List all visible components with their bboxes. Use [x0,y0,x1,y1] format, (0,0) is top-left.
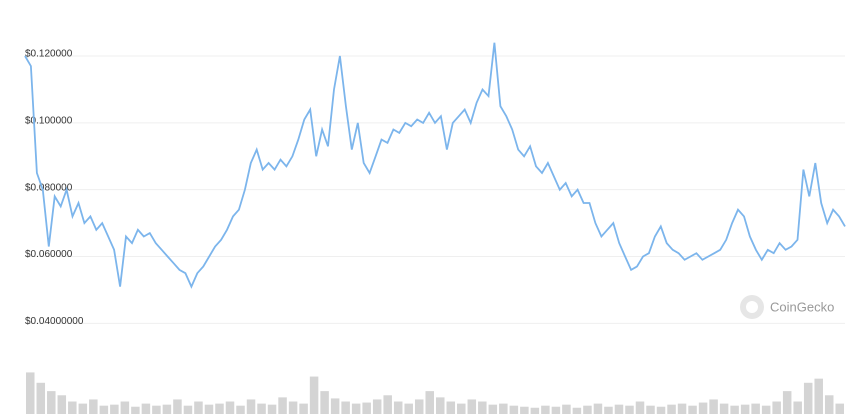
y-tick-label: $0.04000000 [25,316,84,327]
volume-bar [488,404,498,414]
volume-bar [309,376,319,414]
volume-bar [267,404,277,414]
volume-bar [372,399,382,414]
volume-bar [478,401,487,414]
volume-bar [173,399,182,414]
y-tick-label: $0.100000 [25,116,73,127]
volume-bar [614,404,624,414]
volume-bar [667,404,676,414]
volume-bar [299,403,308,414]
volume-bar [457,403,466,414]
volume-bar [604,406,613,414]
volume-bar [436,397,445,414]
volume-bar [740,404,750,414]
volume-bar [803,382,813,414]
volume-bar [89,399,98,414]
volume-bar [551,406,561,414]
y-tick-label: $0.080000 [25,182,73,193]
volume-bar [677,403,687,414]
volume-bar [572,407,582,414]
volume-bar [78,403,88,414]
volume-bar [320,391,329,414]
volume-bar [194,401,203,414]
volume-bar [68,401,77,414]
volume-bar [625,405,634,414]
volume-bar [288,401,298,414]
volume-bar [246,399,256,414]
volume-bar [236,405,245,414]
volume-bar [782,391,792,414]
volume-bar [593,403,603,414]
watermark-logo-inner [746,301,758,313]
volume-bar [446,401,456,414]
volume-bar [646,405,655,414]
volume-bar [362,402,371,414]
volume-bar [499,403,508,414]
volume-bar [520,406,529,414]
volume-bar [793,401,802,414]
watermark: CoinGecko [770,299,834,314]
volume-bar [215,403,224,414]
volume-bar [57,395,67,414]
volume-bar [425,391,434,414]
volume-bar [99,405,109,414]
volume-bar [751,403,760,414]
volume-bar [351,403,361,414]
volume-bar [719,403,729,414]
volume-bar [162,404,172,414]
volume-bar [414,399,424,414]
volume-bar [698,402,708,414]
volume-bar [656,406,666,414]
volume-bar [152,405,161,414]
volume-bar [225,401,235,414]
volume-bar [341,401,350,414]
volume-bar [824,395,834,414]
volume-bar [530,407,540,414]
volume-bar [131,406,140,414]
y-tick-label: $0.060000 [25,249,73,260]
volume-bar [383,395,392,414]
y-tick-label: $0.120000 [25,49,73,60]
volume-bar [730,405,739,414]
volume-bar [583,405,592,414]
volume-bar [541,405,550,414]
volume-bar [688,405,697,414]
volume-bar [110,404,119,414]
volume-bar [26,372,35,414]
volume-bar [635,401,645,414]
volume-bar [509,405,519,414]
volume-bar [278,397,287,414]
volume-bar [835,403,844,414]
volume-bar [562,404,571,414]
volume-bar [141,403,151,414]
volume-bar [257,403,266,414]
volume-bar [183,405,193,414]
volume-bar [47,391,56,414]
volume-bar [36,382,46,414]
volume-bar [330,398,340,414]
volume-bar [404,403,413,414]
volume-bar [204,404,214,414]
volume-bar [709,399,718,414]
price-line [24,42,846,289]
volume-bar [393,401,403,414]
volume-bar [814,378,823,414]
volume-bar [467,399,477,414]
volume-bar [761,405,771,414]
volume-bar [772,401,781,414]
volume-bar [120,401,130,414]
